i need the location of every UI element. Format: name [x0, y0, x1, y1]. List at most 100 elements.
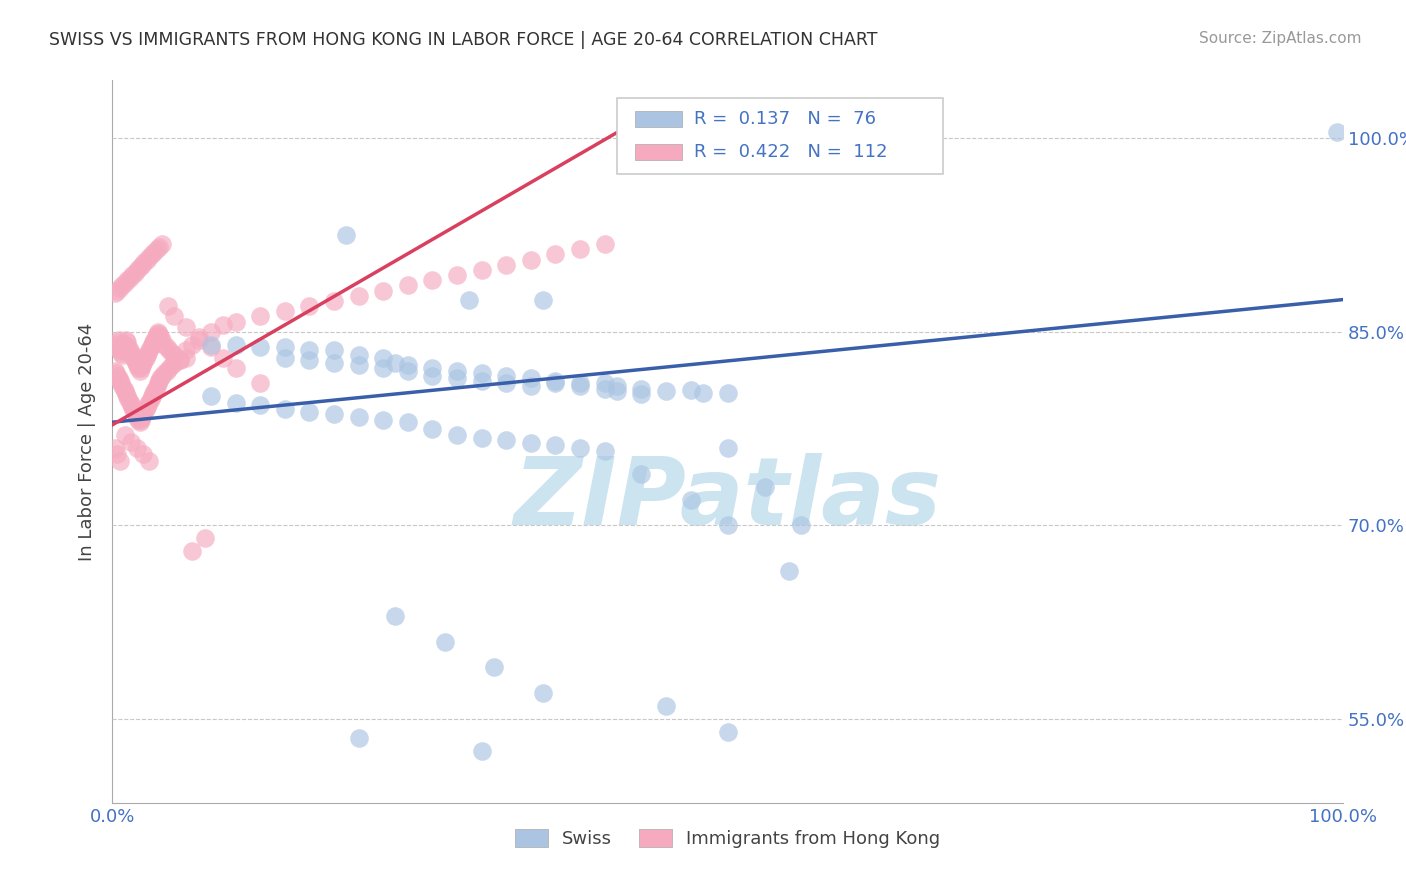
Point [142, 386, 165, 401]
Point [141, 338, 163, 352]
Point [127, 361, 149, 376]
Point [163, 310, 186, 324]
Point [544, 247, 567, 261]
Point [181, 338, 204, 352]
Point [630, 386, 652, 401]
Point [117, 389, 138, 403]
Point [118, 343, 141, 357]
Point [347, 731, 370, 746]
Point [104, 441, 127, 455]
Point [118, 270, 141, 285]
Point [347, 410, 370, 425]
Point [249, 398, 271, 412]
Point [118, 394, 141, 409]
Point [298, 405, 321, 419]
Point [174, 351, 197, 365]
Point [107, 335, 129, 350]
Point [422, 368, 444, 383]
Point [150, 368, 173, 383]
Point [495, 258, 517, 272]
Point [108, 454, 131, 468]
Point [520, 371, 543, 385]
Point [200, 338, 222, 352]
Point [115, 333, 138, 347]
Text: SWISS VS IMMIGRANTS FROM HONG KONG IN LABOR FORCE | AGE 20-64 CORRELATION CHART: SWISS VS IMMIGRANTS FROM HONG KONG IN LA… [49, 31, 877, 49]
Point [323, 293, 346, 308]
Point [105, 338, 128, 352]
Point [169, 353, 191, 368]
Point [114, 384, 136, 399]
Point [121, 268, 143, 282]
Point [157, 343, 180, 357]
Point [143, 384, 166, 399]
Point [146, 327, 169, 342]
Point [249, 340, 271, 354]
Point [117, 273, 138, 287]
Point [371, 284, 394, 298]
Point [110, 376, 132, 391]
Point [136, 345, 159, 359]
Point [593, 443, 616, 458]
Point [160, 359, 183, 373]
Point [149, 371, 172, 385]
Text: Source: ZipAtlas.com: Source: ZipAtlas.com [1198, 31, 1361, 46]
Point [630, 467, 652, 481]
Point [160, 345, 183, 359]
Point [110, 345, 132, 359]
Point [153, 338, 176, 352]
Point [149, 330, 172, 344]
Point [174, 319, 197, 334]
Point [135, 402, 157, 417]
Point [145, 330, 167, 344]
Point [163, 348, 186, 362]
Point [153, 366, 176, 380]
Point [136, 397, 159, 411]
Point [544, 374, 567, 388]
Point [446, 363, 468, 377]
Point [298, 299, 321, 313]
Point [121, 348, 143, 362]
Point [155, 340, 177, 354]
Point [104, 340, 127, 354]
Point [568, 242, 592, 256]
Point [148, 374, 170, 388]
Point [568, 441, 592, 455]
Point [107, 447, 129, 461]
Point [593, 382, 616, 396]
Point [139, 392, 162, 406]
Point [111, 278, 134, 293]
Point [274, 402, 297, 417]
Point [717, 518, 740, 533]
Point [143, 244, 166, 259]
Point [606, 384, 628, 399]
Point [274, 351, 297, 365]
Point [136, 348, 159, 362]
Point [111, 348, 134, 362]
Point [174, 343, 197, 357]
Point [422, 422, 444, 436]
Point [717, 441, 740, 455]
Point [120, 434, 142, 449]
Point [470, 431, 494, 445]
Point [371, 412, 394, 426]
Point [142, 335, 165, 350]
Text: R =  0.137   N =  76: R = 0.137 N = 76 [695, 111, 876, 128]
Point [433, 634, 456, 648]
Point [568, 379, 592, 393]
Point [520, 252, 543, 267]
Point [754, 480, 776, 494]
Point [446, 371, 468, 385]
Point [127, 410, 149, 425]
Point [132, 447, 155, 461]
Point [131, 258, 153, 272]
Point [124, 405, 146, 419]
Point [323, 356, 346, 370]
Point [141, 247, 163, 261]
Point [134, 353, 156, 368]
Point [274, 340, 297, 354]
Point [679, 492, 702, 507]
Point [127, 441, 149, 455]
Point [107, 371, 129, 385]
Point [593, 376, 616, 391]
Point [422, 361, 444, 376]
